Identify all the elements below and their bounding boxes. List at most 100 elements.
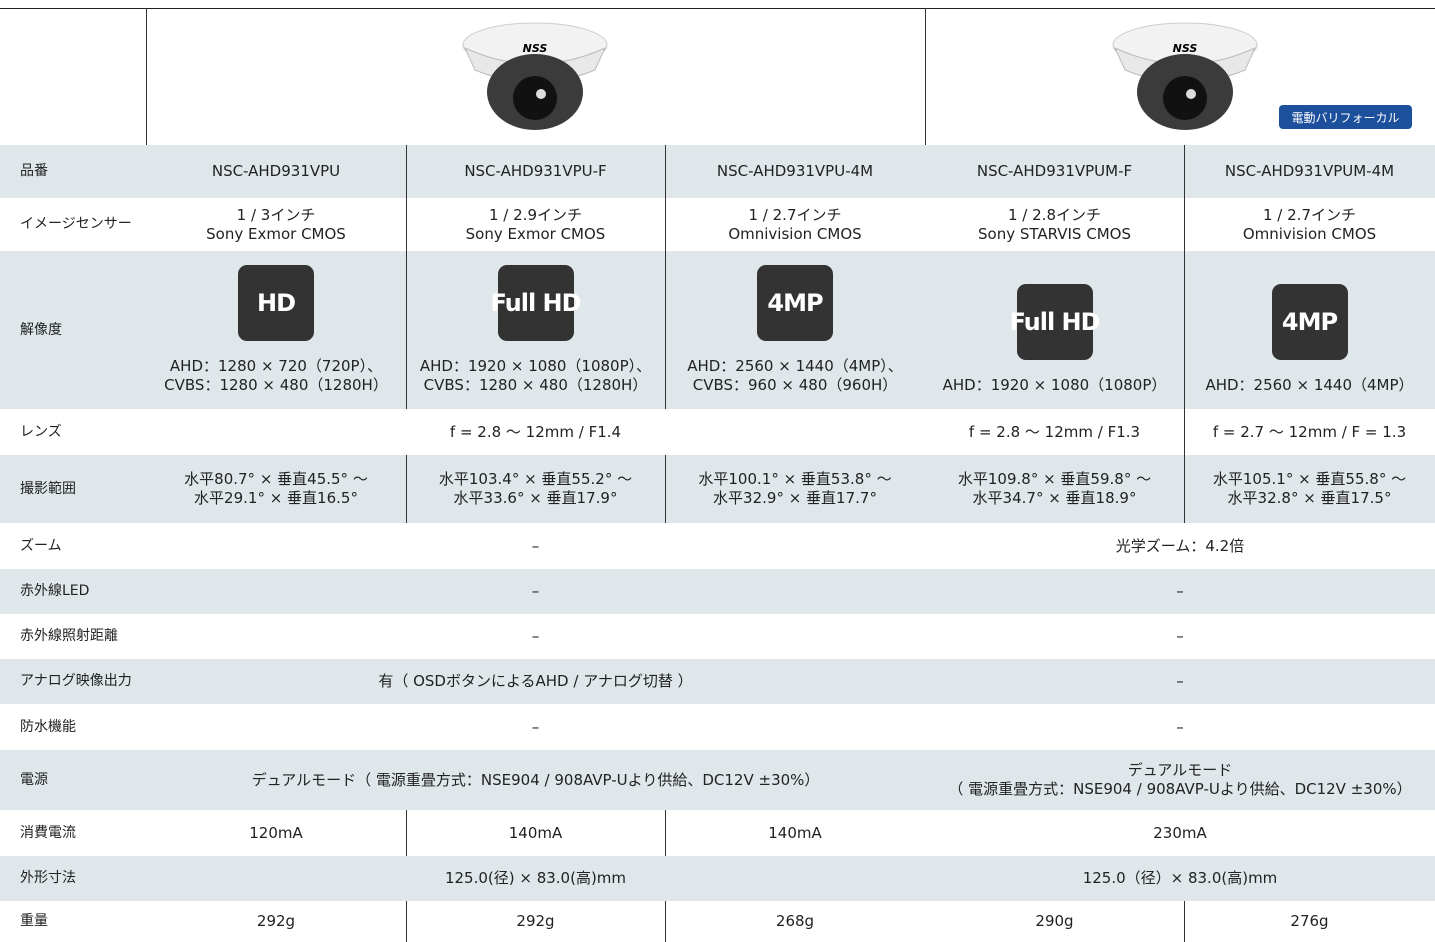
cell-text: 光学ズーム：4.2倍 [1115,536,1245,555]
cell-text: 120mA [249,823,303,842]
divider [406,198,407,251]
spec-cell: 水平105.1° × 垂直55.8° 〜水平32.8° × 垂直17.5° [1184,455,1435,523]
cell-text: デュアルモード（ 電源重畳方式：NSE904 / 908AVP-Uより供給、DC… [251,770,820,789]
row-bg [0,455,1435,523]
cell-text: AHD：2560 × 1440（4MP） [1205,376,1414,394]
divider [1184,251,1185,409]
resolution-icon: 4MP [1271,284,1348,360]
spec-cell: NSC-AHD931VPUM-4M [1184,145,1435,198]
cell-text: – [1176,582,1184,600]
cell-text: – [531,717,540,736]
cell-text: NSC-AHD931VPU-4M [716,162,874,180]
resolution-icon: HD [238,265,314,341]
cell-text: 水平109.8° × 垂直59.8° 〜 [957,470,1152,488]
cell-text: f = 2.8 〜 12mm / F1.3 [968,422,1141,441]
cell-text: – [1176,717,1184,736]
cell-text: 230mA [1153,823,1207,842]
cell-text: 有（ OSDボタンによるAHD / アナログ切替 ） [378,672,693,690]
spec-cell: 4MP AHD：2560 × 1440（4MP）、 CVBS：960 × 480（9… [665,251,925,409]
cell-text: – [531,627,540,645]
spec-cell: Full HD AHD：1920 × 1080（1080P）、 CVBS：1280 … [406,251,665,409]
row-bg [0,409,1435,455]
row-label: 赤外線照射距離 [20,628,118,644]
camera-image: NSS [1112,22,1258,130]
spec-cell: デュアルモード（ 電源重畳方式：NSE904 / 908AVP-Uより供給、DC… [146,750,925,810]
row-bg [0,569,1435,614]
camera-logo: NSS [523,42,548,55]
spec-cell: NSC-AHD931VPU-4M [665,145,925,198]
row-bg [0,901,1435,942]
cell-text: AHD：1280 × 720（720P）、 [169,357,383,375]
spec-cell: 140mA [665,810,925,856]
row-label: 解像度 [20,321,62,338]
divider [406,251,407,409]
row-bg [0,145,1435,198]
spec-cell: 125.0（径）× 83.0(高)mm [925,856,1435,901]
spec-cell: 125.0(径) × 83.0(高)mm [146,856,925,901]
row-label: レンズ [20,423,62,440]
cell-text: NSC-AHD931VPU-F [464,162,607,180]
row-label: ズーム [20,537,62,554]
row-bg [0,810,1435,856]
spec-cell: HD AHD：1280 × 720（720P）、 CVBS：1280 × 480（1… [146,251,406,409]
camera-logo: NSS [1173,42,1198,55]
spec-cell: – [146,523,925,569]
spec-cell: 292g [146,901,406,942]
divider [406,145,407,198]
spec-cell: 120mA [146,810,406,856]
cell-text: 水平80.7° × 垂直45.5° 〜 [184,470,368,488]
cell-text: 268g [775,912,815,930]
cell-text: 292g [516,912,555,930]
row-label: 赤外線LED [20,583,90,599]
cell-text: – [531,536,540,555]
divider [1184,198,1185,251]
cell-text: Omnivision CMOS [728,224,862,243]
divider [406,810,407,856]
cell-text: 水平29.1° × 垂直16.5° [194,489,358,507]
cell-text: f = 2.7 〜 12mm / F = 1.3 [1212,422,1407,441]
spec-cell: 4MP AHD：2560 × 1440（4MP） [1184,251,1435,409]
spec-cell: f = 2.7 〜 12mm / F = 1.3 [1184,409,1435,455]
spec-cell: 140mA [406,810,665,856]
cell-text: CVBS：1280 × 480（1280H） [423,376,648,394]
divider [665,145,666,198]
cell-text: 水平34.7° × 垂直18.9° [972,489,1137,507]
cell-text: 140mA [768,823,822,842]
cell-text: CVBS：1280 × 480（1280H） [164,376,388,394]
cell-text: 水平33.6° × 垂直17.9° [453,489,618,507]
cell-text: Omnivision CMOS [1242,224,1377,243]
divider [406,901,407,942]
camera-image: NSS [462,22,608,130]
divider [406,455,407,523]
cell-text: NSC-AHD931VPUM-F [976,162,1133,180]
divider [665,455,666,523]
cell-text: 290g [1035,912,1074,930]
divider [1184,145,1185,198]
row-label: 外形寸法 [20,870,76,886]
spec-cell: 水平80.7° × 垂直45.5° 〜水平29.1° × 垂直16.5° [146,455,406,523]
spec-cell: デュアルモード（ 電源重畳方式：NSE904 / 908AVP-Uより供給、DC… [925,750,1435,810]
spec-cell: – [146,704,925,750]
row-bg [0,659,1435,704]
row-bg [0,198,1435,251]
spec-cell: 水平109.8° × 垂直59.8° 〜水平34.7° × 垂直18.9° [925,455,1184,523]
resolution-icon: Full HD [1009,284,1101,360]
spec-cell: Full HD AHD：1920 × 1080（1080P） [925,251,1184,409]
spec-cell: 1 / 3インチ Sony Exmor CMOS [146,198,406,251]
cell-text: AHD：2560 × 1440（4MP）、 [687,357,903,375]
spec-cell: f = 2.8 〜 12mm / F1.4 [146,409,925,455]
spec-cell: 276g [1184,901,1435,942]
cell-text: 水平32.8° × 垂直17.5° [1227,489,1392,507]
spec-cell: f = 2.8 〜 12mm / F1.3 [925,409,1184,455]
spec-cell: 1 / 2.7インチ Omnivision CMOS [665,198,925,251]
spec-cell: 有（ OSDボタンによるAHD / アナログ切替 ） [146,659,925,704]
cell-text: Sony Exmor CMOS [465,224,606,243]
divider [665,901,666,942]
cell-text: 1 / 2.7インチ [1263,205,1356,224]
divider [665,251,666,409]
cell-text: 292g [256,912,296,930]
row-bg [0,856,1435,901]
spec-cell: 水平103.4° × 垂直55.2° 〜水平33.6° × 垂直17.9° [406,455,665,523]
cell-text: 125.0(径) × 83.0(高)mm [444,869,627,887]
